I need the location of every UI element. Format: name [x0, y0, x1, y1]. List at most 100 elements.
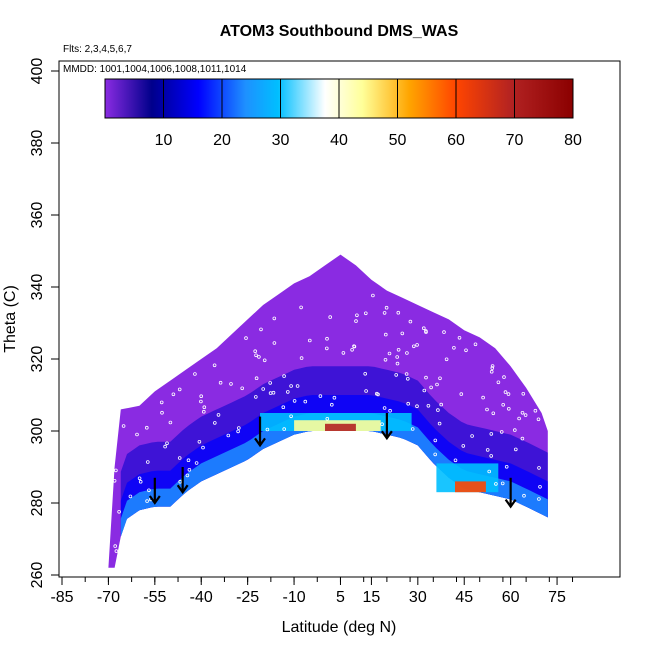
sample-point [395, 361, 400, 366]
high-band-4 [455, 481, 486, 493]
sample-point [496, 380, 501, 385]
sample-point [464, 348, 468, 353]
x-tick-label: -10 [282, 589, 305, 606]
sample-point [429, 385, 433, 390]
sample-point [457, 335, 462, 340]
sample-point [404, 372, 409, 376]
sample-point [415, 404, 419, 409]
sample-point [212, 363, 217, 368]
sample-point [254, 376, 259, 381]
sample-point [265, 427, 270, 432]
sample-point [202, 409, 206, 414]
sample-point [259, 327, 263, 332]
sample-point [459, 392, 464, 396]
sample-point [163, 444, 167, 449]
sample-point [237, 426, 241, 430]
sample-point [538, 484, 542, 489]
sample-point [303, 399, 308, 404]
x-tick-label: -70 [97, 589, 120, 606]
sample-point [506, 406, 511, 411]
colorbar-tick-label: 50 [389, 132, 407, 149]
sample-point [202, 405, 207, 410]
sample-point [177, 456, 182, 460]
x-tick-label: 60 [502, 589, 520, 606]
y-tick-label: 260 [29, 562, 46, 589]
x-tick-label: 30 [409, 589, 427, 606]
sample-point [307, 338, 312, 343]
x-axis: -85 -70 -55 -40 -25 -10 5 15 30 45 60 75 [50, 577, 574, 606]
sample-point [292, 399, 297, 403]
sample-point [229, 382, 233, 386]
sample-points [112, 293, 542, 553]
sample-point [332, 395, 337, 400]
y-tick-label: 360 [29, 202, 46, 229]
sample-point [513, 447, 518, 452]
colorbar-tick-label: 70 [506, 132, 524, 149]
y-tick-label: 320 [29, 346, 46, 373]
sample-point [470, 434, 474, 438]
high-value-bands [260, 413, 499, 493]
sample-point [244, 336, 248, 340]
sample-point [138, 479, 143, 484]
sample-point [261, 387, 266, 391]
sample-point [268, 381, 273, 385]
sample-point [254, 395, 258, 399]
sample-point [236, 429, 240, 434]
sample-point [376, 392, 380, 397]
sample-point [461, 444, 466, 448]
sample-point [383, 357, 388, 362]
sample-point [194, 461, 199, 465]
sample-point [394, 373, 399, 377]
sample-point [159, 400, 164, 405]
sample-point [380, 422, 384, 427]
sample-point [502, 375, 506, 379]
sample-point [289, 384, 293, 388]
sample-point [253, 349, 258, 354]
sample-point [363, 311, 368, 316]
colorbar-tick-label: 10 [155, 132, 173, 149]
sample-point [437, 421, 442, 426]
sample-point [341, 351, 346, 355]
sample-point [536, 417, 541, 422]
sample-point [281, 405, 286, 410]
high-band-2 [325, 423, 356, 431]
sample-point [145, 499, 149, 503]
sample-point [520, 436, 525, 441]
sample-point [411, 344, 416, 349]
sample-point [197, 439, 202, 444]
chart-title: ATOM3 Southbound DMS_WAS [220, 23, 459, 40]
sample-point [521, 391, 526, 396]
sample-point [114, 549, 119, 553]
sample-point [424, 375, 428, 380]
sample-point [363, 371, 368, 376]
y-tick-label: 280 [29, 490, 46, 517]
sample-point [289, 414, 293, 419]
sample-point [329, 402, 334, 407]
sample-point [371, 293, 375, 298]
sample-point [135, 432, 139, 437]
sample-point [121, 424, 126, 428]
sample-point [533, 408, 538, 413]
dates-annotation: MMDD: 1001,1004,1006,1008,1011,1014 [63, 64, 247, 75]
sample-point [442, 330, 446, 334]
sample-point [257, 355, 261, 359]
sample-point [226, 433, 231, 438]
sample-point [387, 351, 392, 356]
sample-point [382, 406, 387, 410]
arrow-head [176, 484, 189, 495]
sample-point [494, 482, 498, 486]
sample-point [421, 326, 426, 331]
plot-data-layer [108, 254, 548, 568]
sample-point [146, 460, 150, 464]
arrow-head [504, 498, 517, 509]
sample-point [168, 420, 173, 425]
sample-point [439, 402, 444, 407]
sample-point [537, 466, 541, 470]
x-tick-label: 5 [336, 589, 345, 606]
sample-point [537, 497, 541, 501]
profile-arrow-4 [504, 477, 517, 509]
sample-point [199, 399, 203, 404]
sample-point [512, 428, 517, 432]
sample-point [424, 329, 428, 333]
sample-point [408, 319, 413, 324]
